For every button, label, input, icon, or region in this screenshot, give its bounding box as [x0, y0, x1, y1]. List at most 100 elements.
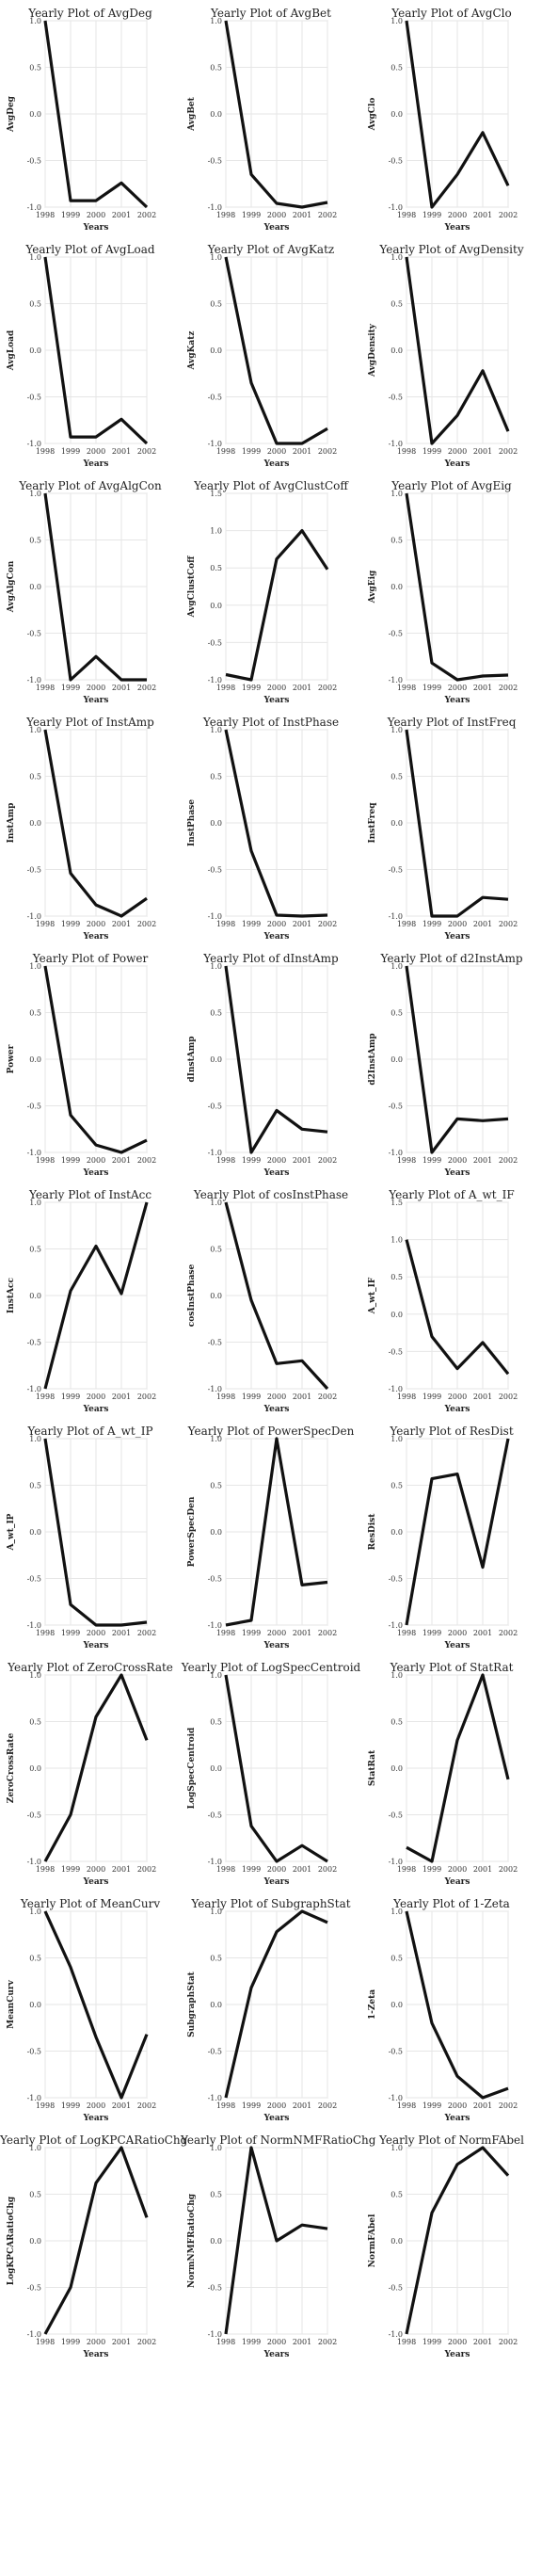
y-tick-label: 1.0 — [391, 726, 403, 734]
chart-svg: -1.0 -0.5 0.0 0.5 1.0 1998 1999 2000 2001 2002 Yea… — [368, 726, 518, 942]
y-tick-label: 0.0 — [29, 1764, 41, 1773]
x-tick-label: 2001 — [293, 1156, 311, 1165]
y-tick-label: 0.0 — [210, 819, 222, 828]
x-tick-label: 2001 — [473, 2338, 492, 2346]
x-tick-label: 2000 — [87, 2338, 105, 2346]
chart-panel: Yearly Plot of cosInstPhase -1.0 -0.5 0.0 0.… — [181, 1182, 361, 1418]
x-tick-label: 2000 — [267, 2101, 286, 2110]
x-tick-label: 1998 — [397, 447, 416, 456]
x-tick-label: 1999 — [61, 1393, 80, 1401]
series-line — [405, 729, 509, 918]
x-tick-label: 2000 — [448, 447, 467, 456]
y-axis-label: LogKPCARatioChg — [7, 2196, 16, 2285]
y-tick-label: 0.0 — [391, 2001, 403, 2009]
x-tick-label: 2001 — [473, 2101, 492, 2110]
y-axis-label: AvgAlgCon — [7, 560, 16, 613]
x-tick-label: 2001 — [473, 1156, 492, 1165]
y-axis-label: 1-Zeta — [368, 1989, 377, 2020]
chart-title: Yearly Plot of AvgEig — [391, 479, 512, 492]
chart-panel: Yearly Plot of AvgEig -1.0 -0.5 0.0 0.5 1.0 19… — [361, 473, 542, 709]
x-tick-label: 2002 — [318, 1393, 337, 1401]
series-line — [43, 729, 148, 918]
chart-panel: Yearly Plot of AvgClo -1.0 -0.5 0.0 0.5 1.0 19… — [361, 0, 542, 236]
x-tick-label: 1998 — [36, 920, 55, 928]
y-tick-label: 1.0 — [29, 962, 41, 971]
y-tick-label: 1.0 — [391, 1671, 403, 1680]
y-tick-label: -0.5 — [27, 1339, 41, 1347]
x-tick-label: 1999 — [61, 211, 80, 219]
x-axis-label: Years — [443, 1877, 470, 1887]
chart-svg: -1.0 -0.5 0.0 0.5 1.0 1998 1999 2000 2001 2002 Yea… — [368, 253, 518, 469]
x-tick-label: 1999 — [242, 684, 261, 692]
x-tick-label: 2002 — [318, 447, 337, 456]
chart-svg: -1.0 -0.5 0.0 0.5 1.0 1998 1999 2000 2001 2002 Yea… — [7, 962, 156, 1178]
x-tick-label: 2001 — [293, 211, 311, 219]
chart-title: Yearly Plot of SubgraphStat — [191, 1897, 351, 1910]
x-tick-label: 2002 — [137, 1156, 156, 1165]
x-tick-label: 2001 — [473, 447, 492, 456]
x-tick-label: 2001 — [293, 684, 311, 692]
series-line — [224, 256, 328, 445]
x-tick-label: 2000 — [87, 1865, 105, 1874]
y-tick-label: -1.0 — [27, 1621, 41, 1630]
chart-svg: -1.0 -0.5 0.0 0.5 1.0 1998 1999 2000 2001 2002 Yea… — [187, 2144, 337, 2359]
x-tick-label: 2001 — [293, 1865, 311, 1874]
series-line — [43, 1438, 148, 1627]
y-tick-label: 1.0 — [210, 1671, 222, 1680]
chart-panel: Yearly Plot of InstPhase -1.0 -0.5 0.0 0.5 1.… — [181, 709, 361, 945]
y-tick-label: 0.0 — [391, 110, 403, 119]
x-tick-label: 1998 — [216, 447, 235, 456]
x-tick-label: 2001 — [112, 211, 131, 219]
y-tick-label: 1.0 — [391, 253, 403, 262]
y-axis-label: InstPhase — [187, 799, 197, 846]
x-tick-label: 2000 — [87, 1393, 105, 1401]
series-line — [224, 2146, 328, 2335]
x-tick-label: 2002 — [499, 211, 518, 219]
y-tick-label: 0.5 — [210, 1009, 222, 1018]
y-tick-label: -0.5 — [27, 2048, 41, 2056]
y-tick-label: 0.0 — [210, 1764, 222, 1773]
x-tick-label: 2000 — [267, 1393, 286, 1401]
y-tick-label: 0.5 — [391, 1273, 403, 1281]
series-line — [224, 729, 328, 918]
x-tick-label: 2000 — [87, 1629, 105, 1637]
x-axis-label: Years — [82, 1877, 108, 1887]
y-tick-label: -1.0 — [208, 2094, 222, 2102]
x-tick-label: 2002 — [137, 447, 156, 456]
x-tick-label: 1999 — [61, 1629, 80, 1637]
x-tick-label: 2002 — [318, 920, 337, 928]
x-axis-label: Years — [263, 1405, 289, 1414]
y-tick-label: 1.0 — [210, 1199, 222, 1207]
y-tick-label: -1.0 — [389, 676, 403, 684]
x-tick-label: 2000 — [87, 2101, 105, 2110]
y-tick-label: -1.0 — [389, 1858, 403, 1866]
x-tick-label: 1999 — [61, 2338, 80, 2346]
chart-panel: Yearly Plot of ZeroCrossRate -1.0 -0.5 0.0 0… — [0, 1654, 181, 1891]
x-tick-label: 1998 — [397, 920, 416, 928]
series-line — [224, 965, 328, 1154]
y-tick-label: -0.5 — [27, 866, 41, 875]
x-tick-label: 2002 — [318, 1629, 337, 1637]
x-tick-label: 1998 — [216, 1865, 235, 1874]
chart-panel: Yearly Plot of NormFAbel -1.0 -0.5 0.0 0.5 1.… — [361, 2127, 542, 2363]
y-axis-label: dInstAmp — [187, 1036, 197, 1082]
x-axis-label: Years — [263, 932, 289, 942]
chart-svg: -1.0 -0.5 0.0 0.5 1.0 1998 1999 2000 2001 2002 Yea… — [187, 1908, 337, 2123]
y-tick-label: 0.5 — [391, 64, 403, 72]
x-axis-label: Years — [263, 696, 289, 705]
y-axis-label: InstAcc — [7, 1278, 16, 1313]
x-tick-label: 2001 — [112, 684, 131, 692]
y-axis-label: AvgLoad — [7, 330, 16, 371]
y-tick-label: -0.5 — [208, 394, 222, 402]
x-tick-label: 1999 — [422, 1156, 441, 1165]
series-line — [224, 1674, 328, 1863]
y-tick-label: -1.0 — [27, 1149, 41, 1157]
x-tick-label: 2001 — [293, 2101, 311, 2110]
chart-panel: Yearly Plot of Power -1.0 -0.5 0.0 0.5 1.0 199… — [0, 945, 181, 1182]
y-tick-label: 0.0 — [391, 583, 403, 591]
y-tick-label: 0.5 — [391, 1009, 403, 1018]
chart-panel: Yearly Plot of d2InstAmp -1.0 -0.5 0.0 0.5 1.… — [361, 945, 542, 1182]
chart-title: Yearly Plot of NormNMFRatioChg — [181, 2133, 376, 2147]
chart-title: Yearly Plot of ResDist — [390, 1425, 514, 1438]
x-axis-label: Years — [443, 459, 470, 469]
